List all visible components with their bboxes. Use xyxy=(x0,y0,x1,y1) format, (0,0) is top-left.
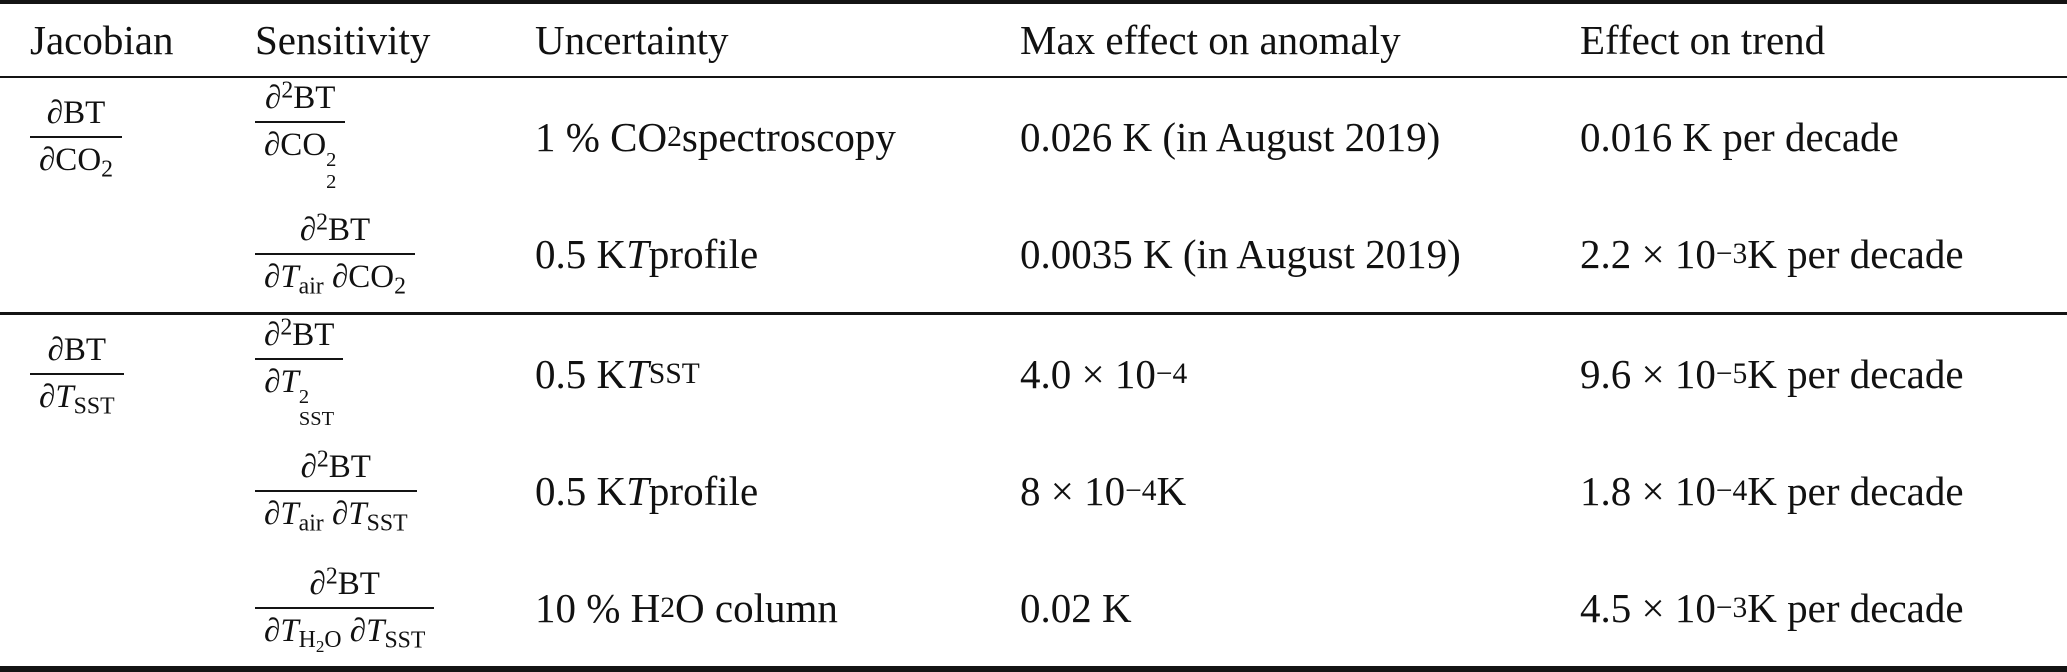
fraction-numerator: ∂2BT xyxy=(299,208,371,248)
fraction-numerator: ∂2BT xyxy=(309,562,380,602)
cell-trend-effect: 4.5 × 10 −3 K per decade xyxy=(1580,584,1964,631)
header-separator-rule xyxy=(0,76,2067,78)
cell-max-effect: 0.0035 K (in August 2019) xyxy=(1020,230,1461,277)
cell-jacobian: ∂BT ∂CO2 xyxy=(30,94,255,181)
group-separator-rule xyxy=(0,312,2067,315)
cell-max-effect: 8 × 10 −4 K xyxy=(1020,467,1187,514)
cell-sensitivity: ∂2BT ∂CO 2 2 xyxy=(255,77,535,193)
fraction-denominator: ∂TH2O ∂TSST xyxy=(255,606,435,655)
col-header-max-effect: Max effect on anomaly xyxy=(1020,17,1401,63)
cell-sensitivity: ∂2BT ∂TH2O ∂TSST xyxy=(255,562,535,655)
fraction-numerator: ∂2BT xyxy=(300,445,371,485)
cell-sensitivity: ∂2BT ∂Tair ∂TSST xyxy=(255,445,535,535)
cell-uncertainty: 0.5 K T SST xyxy=(535,350,700,397)
fraction-denominator: ∂TSST xyxy=(30,372,124,418)
cell-max-effect: 0.02 K xyxy=(1020,584,1132,631)
sensitivity-fraction: ∂2BT ∂T 2 SST xyxy=(255,314,344,430)
sensitivity-fraction: ∂2BT ∂Tair ∂TSST xyxy=(255,445,417,535)
cell-uncertainty: 0.5 K T profile xyxy=(535,230,759,277)
fraction-denominator: ∂CO2 xyxy=(30,135,123,181)
cell-uncertainty: 0.5 K T profile xyxy=(535,467,759,514)
col-header-trend-effect: Effect on trend xyxy=(1580,17,1826,63)
table-top-rule xyxy=(0,0,2067,4)
jacobian-fraction: ∂BT ∂TSST xyxy=(30,331,124,418)
cell-trend-effect: 0.016 K per decade xyxy=(1580,113,1899,160)
fraction-denominator: ∂CO 2 2 xyxy=(255,121,346,193)
table-row: ∂BT ∂TSST ∂2BT ∂T 2 SST 0.5 K T SST 4.0 × 1… xyxy=(0,315,2067,432)
cell-max-effect: 4.0 × 10 −4 xyxy=(1020,350,1188,397)
table-header-row: Jacobian Sensitivity Uncertainty Max eff… xyxy=(0,4,2067,76)
fraction-numerator: ∂2BT xyxy=(265,77,336,117)
table-row: ∂BT ∂CO2 ∂2BT ∂CO 2 2 1 % CO 2 spectroscopy… xyxy=(0,78,2067,195)
sensitivity-fraction: ∂2BT ∂TH2O ∂TSST xyxy=(255,562,435,655)
fraction-numerator: ∂BT xyxy=(46,94,106,131)
col-header-jacobian: Jacobian xyxy=(30,17,174,63)
cell-uncertainty: 1 % CO 2 spectroscopy xyxy=(535,113,896,160)
cell-jacobian: ∂BT ∂TSST xyxy=(30,331,255,418)
cell-trend-effect: 9.6 × 10 −5 K per decade xyxy=(1580,350,1964,397)
table-row: ∂2BT ∂Tair ∂CO2 0.5 K T profile 0.0035 K… xyxy=(0,195,2067,312)
col-header-uncertainty: Uncertainty xyxy=(535,17,729,63)
table-row: ∂2BT ∂Tair ∂TSST 0.5 K T profile 8 × 10−… xyxy=(0,432,2067,549)
fraction-numerator: ∂BT xyxy=(47,331,107,368)
table-bottom-rule xyxy=(0,666,2067,672)
fraction-denominator: ∂Tair ∂CO2 xyxy=(255,252,416,298)
sensitivity-fraction: ∂2BT ∂Tair ∂CO2 xyxy=(255,208,416,298)
cell-max-effect: 0.026 K (in August 2019) xyxy=(1020,113,1441,160)
jacobian-fraction: ∂BT ∂CO2 xyxy=(30,94,123,181)
cell-trend-effect: 2.2 × 10 −3 K per decade xyxy=(1580,230,1964,277)
fraction-denominator: ∂Tair ∂TSST xyxy=(255,489,417,535)
fraction-denominator: ∂T 2 SST xyxy=(255,358,344,430)
col-header-sensitivity: Sensitivity xyxy=(255,17,431,63)
cell-trend-effect: 1.8 × 10 −4 K per decade xyxy=(1580,467,1964,514)
sensitivity-fraction: ∂2BT ∂CO 2 2 xyxy=(255,77,346,193)
cell-sensitivity: ∂2BT ∂T 2 SST xyxy=(255,314,535,430)
fraction-numerator: ∂2BT xyxy=(264,314,335,354)
cell-sensitivity: ∂2BT ∂Tair ∂CO2 xyxy=(255,208,535,298)
